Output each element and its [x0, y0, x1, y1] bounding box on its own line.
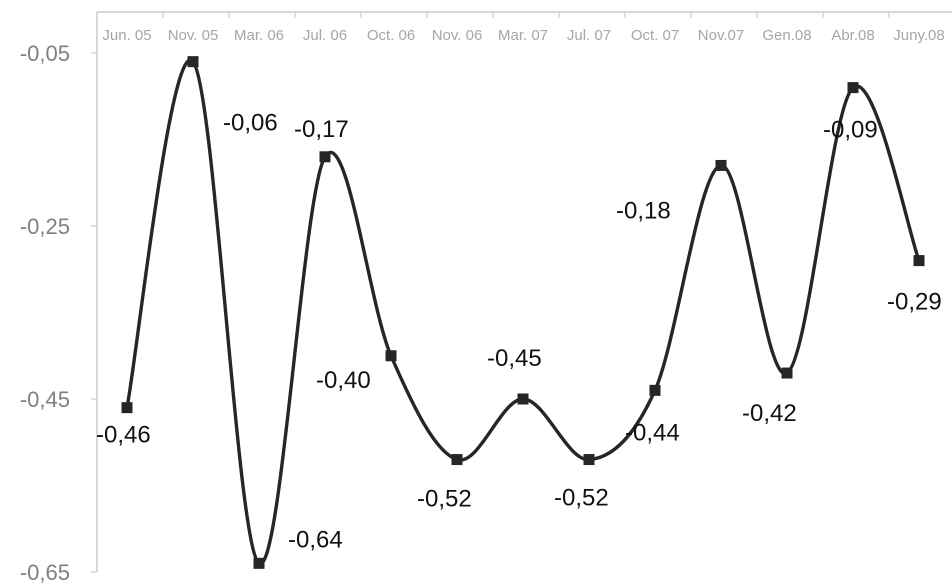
data-point-marker	[187, 56, 199, 68]
data-point-marker	[913, 255, 925, 267]
x-tick-label: Abr.08	[831, 27, 874, 44]
axes	[91, 11, 952, 573]
data-label: -0,18	[616, 197, 671, 224]
data-point-marker	[121, 402, 133, 414]
y-tick-label: -0,25	[20, 214, 70, 239]
data-label: -0,09	[823, 117, 878, 144]
data-labels: -0,46 -0,06 -0,64 -0,17 -0,40 -0,52 -0,45 -0,52…	[96, 110, 942, 554]
x-tick-label: Jul. 07	[567, 27, 611, 44]
data-label: -0,06	[223, 110, 278, 137]
x-tick-labels: Jun. 05 Nov. 05 Mar. 06 Jul. 06 Oct. 06 Nov. …	[102, 27, 944, 44]
x-tick-label: Mar. 06	[234, 27, 284, 44]
y-tick-label: -0,65	[20, 560, 70, 583]
data-point-marker	[715, 159, 727, 171]
data-label: -0,17	[294, 116, 349, 143]
data-point-marker	[583, 454, 595, 466]
data-point-marker	[517, 393, 529, 405]
y-tick-label: -0,45	[20, 387, 70, 412]
data-point-marker	[847, 82, 859, 94]
y-tick-labels: -0,05 -0,25 -0,45 -0,65	[20, 41, 70, 583]
data-label: -0,52	[554, 485, 609, 512]
x-tick-label: Nov. 05	[168, 27, 219, 44]
data-point-marker	[451, 454, 463, 466]
data-label: -0,46	[96, 422, 151, 449]
x-tick-label: Gen.08	[762, 27, 811, 44]
y-tick-label: -0,05	[20, 41, 70, 66]
data-label: -0,42	[742, 400, 797, 427]
data-label: -0,64	[288, 526, 343, 553]
data-markers	[121, 56, 925, 569]
data-point-marker	[385, 350, 397, 362]
data-label: -0,52	[417, 486, 472, 513]
data-label: -0,45	[487, 345, 542, 372]
data-point-marker	[319, 151, 331, 163]
data-label: -0,44	[625, 419, 680, 446]
data-point-marker	[781, 367, 793, 379]
x-tick-label: Nov.07	[698, 27, 744, 44]
x-tick-label: Mar. 07	[498, 27, 548, 44]
x-tick-label: Oct. 06	[367, 27, 415, 44]
data-label: -0,40	[316, 367, 371, 394]
x-tick-label: Juny.08	[893, 27, 944, 44]
x-tick-label: Jul. 06	[303, 27, 347, 44]
x-tick-label: Oct. 07	[631, 27, 679, 44]
data-point-marker	[253, 557, 265, 569]
data-label: -0,29	[887, 289, 942, 316]
data-point-marker	[649, 384, 661, 396]
x-tick-label: Nov. 06	[432, 27, 483, 44]
x-tick-label: Jun. 05	[102, 27, 151, 44]
